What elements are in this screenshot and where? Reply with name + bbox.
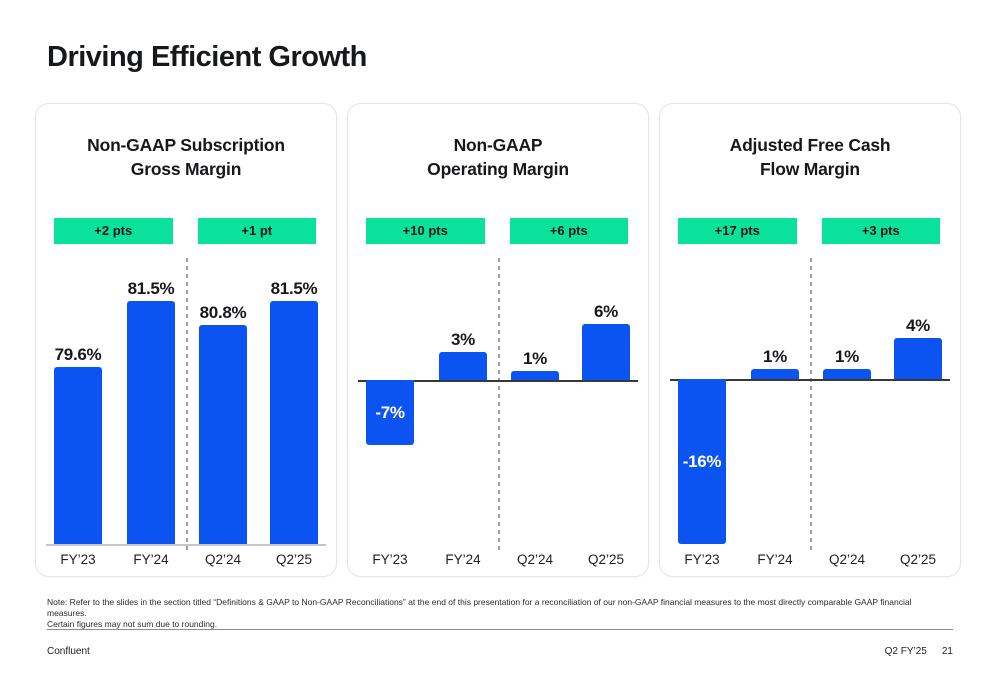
plot-area: -16% 1% 1% 4%: [660, 248, 960, 550]
chart-title: Non-GAAP Operating Margin: [348, 134, 648, 182]
x-axis-labels: FY’23 FY’24 Q2’24 Q2’25: [660, 552, 960, 570]
charts-row: Non-GAAP Subscription Gross Margin +2 pts +…: [35, 103, 962, 577]
bar-value-label: 81.5%: [270, 279, 318, 298]
improvement-badges: +17 pts +3 pts: [660, 218, 960, 244]
improvement-badge: +2 pts: [54, 218, 173, 244]
bar: [823, 369, 871, 379]
bar: [199, 325, 247, 544]
dashed-divider: [186, 258, 188, 550]
chart-title-line: Non-GAAP: [453, 135, 543, 155]
axis-baseline: [358, 380, 638, 382]
x-axis-label: Q2’24: [204, 552, 242, 567]
improvement-badge: +1 pt: [197, 218, 316, 244]
chart-title-line: Non-GAAP Subscription: [87, 135, 285, 155]
x-axis-label: Q2’25: [899, 552, 937, 567]
chart-card: Adjusted Free Cash Flow Margin +17 pts +3 p…: [659, 103, 961, 577]
period-label: Q2 FY’25: [884, 646, 927, 657]
bar: [582, 324, 630, 380]
chart-title: Adjusted Free Cash Flow Margin: [660, 134, 960, 182]
bar: [439, 352, 487, 380]
x-axis-label: Q2’24: [516, 552, 554, 567]
bar-value-label: 1%: [523, 349, 547, 368]
dashed-divider: [498, 258, 500, 550]
x-axis-label: FY’23: [684, 552, 720, 567]
improvement-badge: +17 pts: [678, 218, 797, 244]
improvement-badge: +3 pts: [821, 218, 940, 244]
bar-value-label: 1%: [835, 347, 859, 366]
x-axis-labels: FY’23 FY’24 Q2’24 Q2’25: [36, 552, 336, 570]
axis-baseline: [670, 379, 950, 381]
improvement-badges: +2 pts +1 pt: [36, 218, 336, 244]
bar-value-label: 80.8%: [199, 303, 247, 322]
page-number: 21: [941, 646, 953, 657]
bar-value-label: -7%: [375, 402, 405, 422]
footnote-line-2: Certain figures may not sum due to round…: [47, 619, 218, 629]
improvement-badge: +10 pts: [366, 218, 485, 244]
bar-value-label: 79.6%: [54, 345, 102, 364]
bar: [366, 380, 414, 445]
x-axis-labels: FY’23 FY’24 Q2’24 Q2’25: [348, 552, 648, 570]
bar-value-label: 1%: [763, 347, 787, 366]
bar-value-label: -16%: [682, 451, 722, 471]
x-axis-label: FY’24: [445, 552, 481, 567]
chart-title-line: Adjusted Free Cash: [729, 135, 891, 155]
bar: [127, 301, 175, 544]
chart-title-line: Gross Margin: [130, 158, 242, 179]
chart-title: Non-GAAP Subscription Gross Margin: [36, 134, 336, 182]
bar: [54, 367, 102, 544]
plot-area: -7% 3% 1% 6%: [348, 248, 648, 550]
bar-value-label: 6%: [594, 302, 618, 321]
x-axis-label: FY’24: [133, 552, 169, 567]
bar: [270, 301, 318, 544]
bar: [678, 379, 726, 544]
plot-area: 79.6% 81.5% 80.8% 81.5%: [36, 248, 336, 550]
footer: Confluent Q2 FY’25 21: [47, 646, 953, 657]
improvement-badge: +6 pts: [509, 218, 628, 244]
brand-label: Confluent: [47, 646, 90, 657]
bar: [511, 371, 559, 380]
slide-title: Driving Efficient Growth: [47, 41, 367, 73]
bar: [751, 369, 799, 379]
x-axis-label: Q2’25: [275, 552, 313, 567]
axis-baseline: [46, 544, 326, 546]
x-axis-label: FY’23: [372, 552, 408, 567]
x-axis-label: FY’23: [60, 552, 96, 567]
chart-title-line: Operating Margin: [427, 158, 569, 179]
improvement-badges: +10 pts +6 pts: [348, 218, 648, 244]
footer-right: Q2 FY’25 21: [885, 646, 953, 657]
chart-card: Non-GAAP Subscription Gross Margin +2 pts +…: [35, 103, 337, 577]
bar-value-label: 3%: [451, 330, 475, 349]
x-axis-label: Q2’25: [587, 552, 625, 567]
footnote-line-1: Note: Refer to the slides in the section…: [47, 597, 912, 618]
chart-title-line: Flow Margin: [760, 158, 860, 179]
bar-value-label: 81.5%: [127, 279, 175, 298]
x-axis-label: Q2’24: [828, 552, 866, 567]
bar-value-label: 4%: [906, 316, 930, 335]
dashed-divider: [810, 258, 812, 550]
x-axis-label: FY’24: [757, 552, 793, 567]
bar: [894, 338, 942, 379]
chart-card: Non-GAAP Operating Margin +10 pts +6 pts -7%…: [347, 103, 649, 577]
footnote: Note: Refer to the slides in the section…: [47, 597, 927, 630]
footer-divider: [47, 629, 953, 630]
